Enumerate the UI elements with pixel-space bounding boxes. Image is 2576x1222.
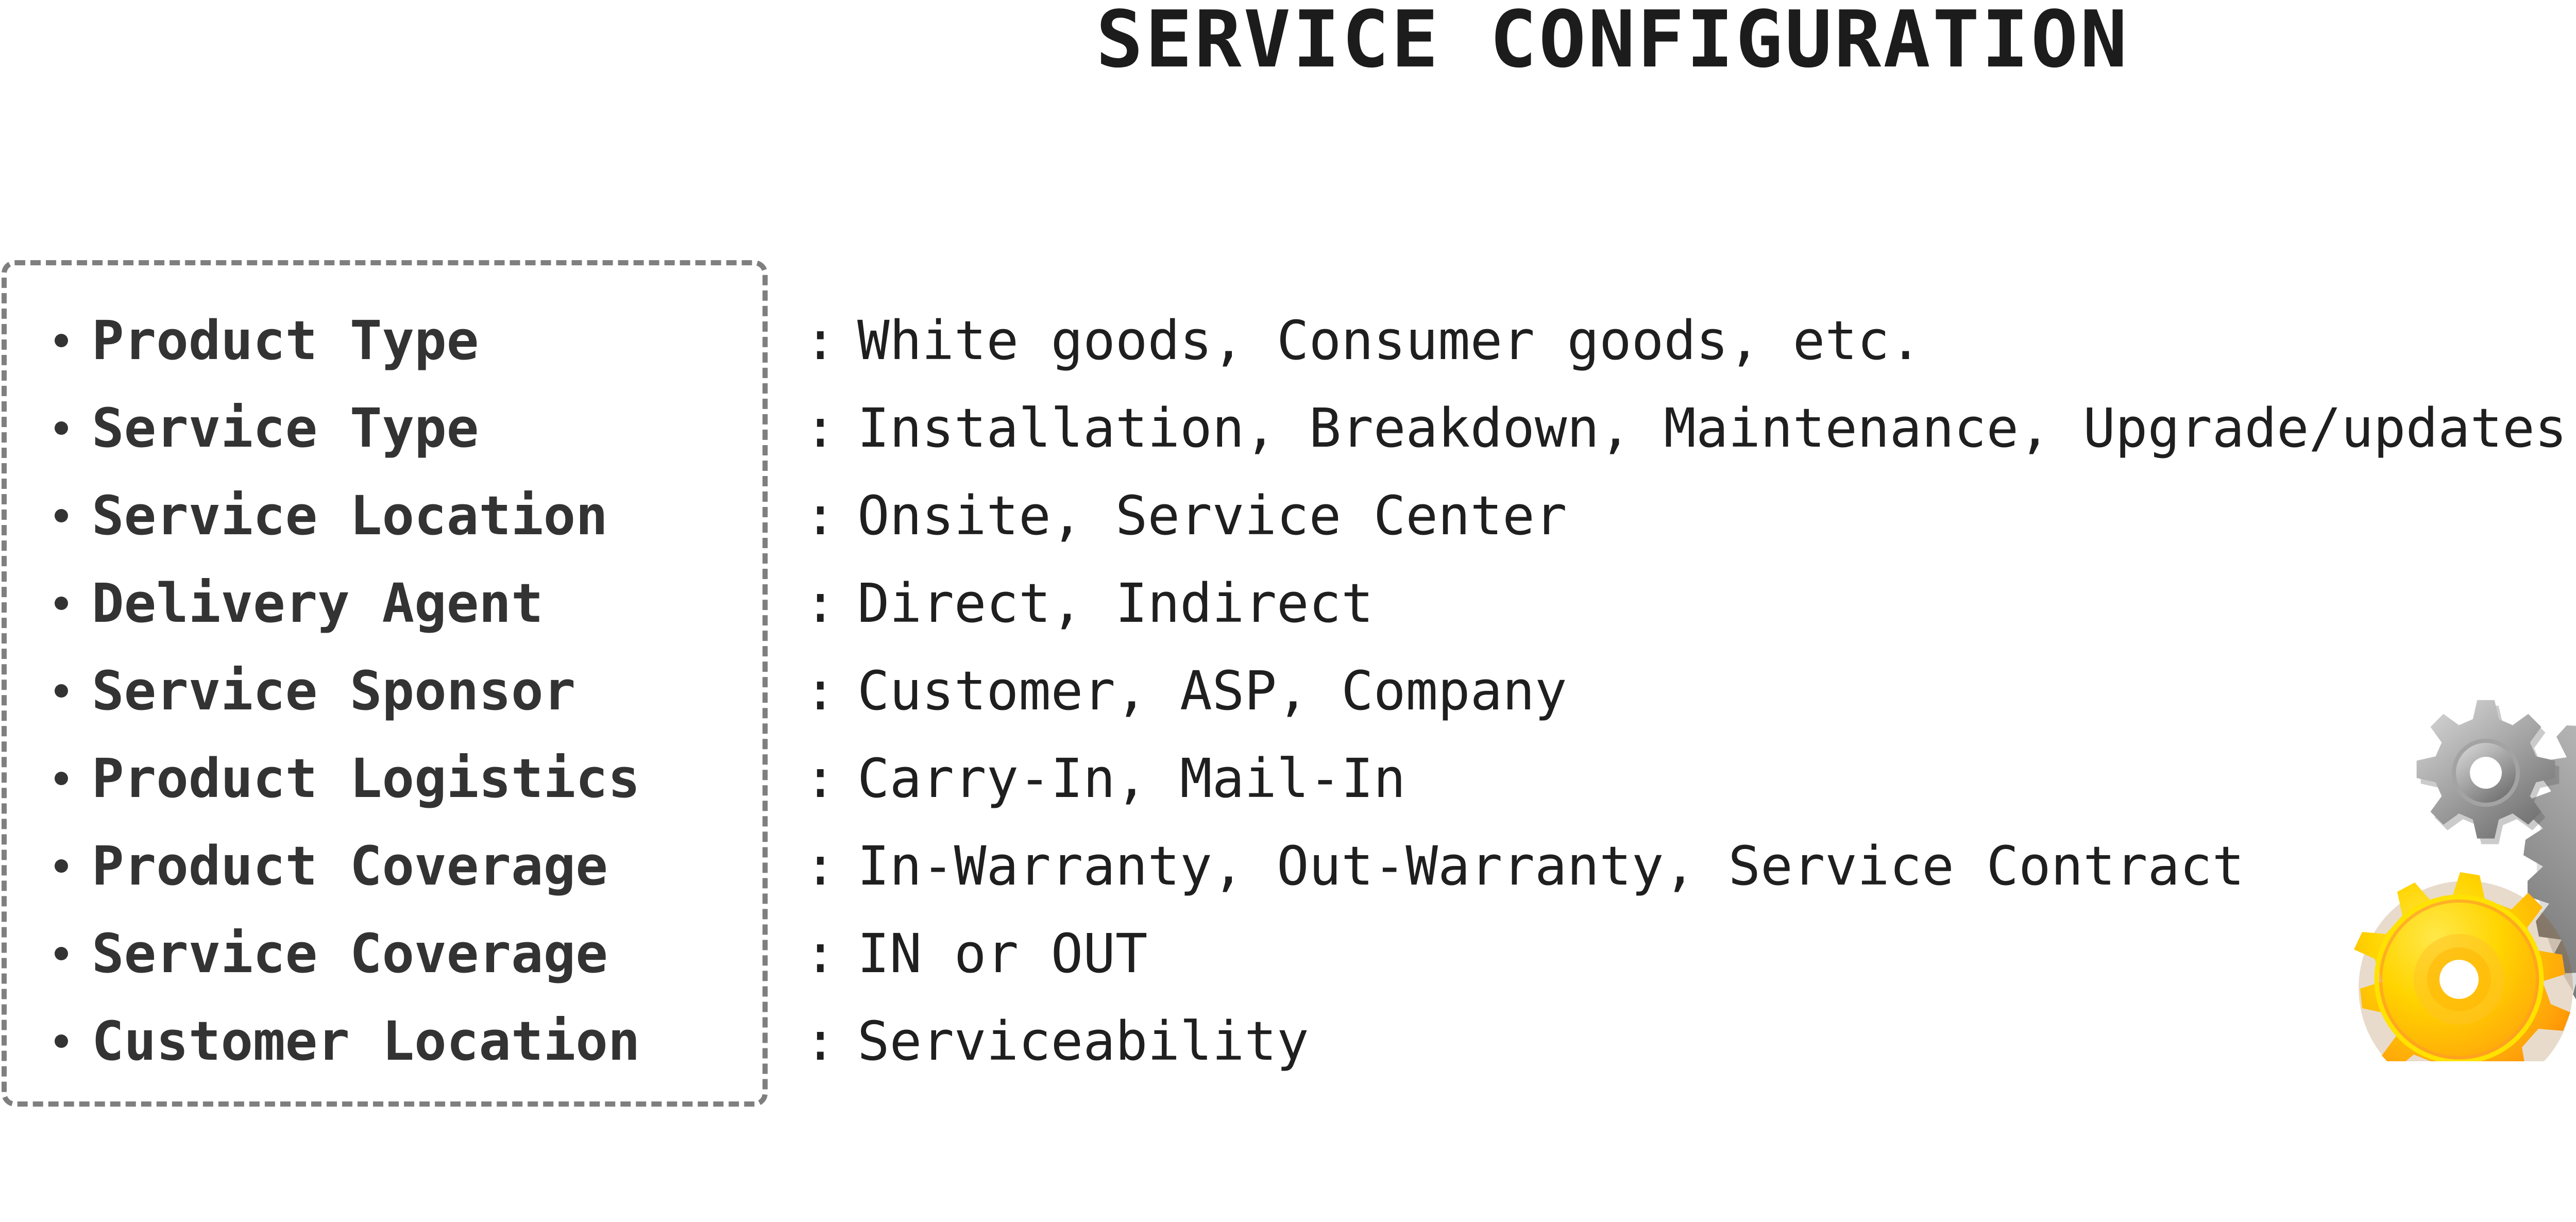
bullet-icon [55, 421, 68, 435]
bullet-icon [55, 859, 68, 873]
config-value: In-Warranty, Out-Warranty, Service Contr… [857, 835, 2245, 897]
config-separator: : [804, 922, 837, 985]
config-value: Customer, ASP, Company [857, 659, 1567, 722]
config-label: Delivery Agent [92, 572, 544, 635]
config-label: Service Location [92, 484, 608, 547]
list-item: Product Type : White goods, Consumer goo… [0, 307, 2576, 395]
config-value: Onsite, Service Center [857, 484, 1567, 547]
config-label: Product Type [92, 309, 479, 372]
bullet-icon [55, 334, 68, 347]
list-item: Service Location : Onsite, Service Cente… [0, 482, 2576, 570]
config-value: Carry-In, Mail-In [857, 747, 1406, 810]
config-value: Serviceability [857, 1010, 1309, 1073]
bullet-icon [55, 772, 68, 785]
config-label: Service Type [92, 397, 479, 460]
config-label: Service Coverage [92, 922, 608, 985]
bullet-icon [55, 597, 68, 610]
config-label: Product Coverage [92, 835, 608, 897]
config-value: IN or OUT [857, 922, 1148, 985]
config-value: White goods, Consumer goods, etc. [857, 309, 1922, 372]
gear-small-gray-left [2416, 700, 2560, 844]
config-separator: : [804, 397, 837, 460]
list-item: Customer Location : Serviceability [0, 1008, 2576, 1095]
bullet-icon [55, 1034, 68, 1048]
config-separator: : [804, 484, 837, 547]
config-label-group-box [2, 260, 768, 1107]
config-value: Direct, Indirect [857, 572, 1374, 635]
gear-yellow-bottom-left [2354, 872, 2573, 1061]
config-label: Service Sponsor [92, 659, 576, 722]
config-separator: : [804, 572, 837, 635]
page-title: SERVICE CONFIGURATION [1096, 0, 2129, 85]
bullet-icon [55, 509, 68, 522]
list-item: Product Coverage : In-Warranty, Out-Warr… [0, 833, 2576, 920]
config-separator: : [804, 1010, 837, 1073]
config-label: Customer Location [92, 1010, 640, 1073]
bullet-icon [55, 947, 68, 960]
list-item: Service Coverage : IN or OUT [0, 920, 2576, 1008]
bullet-icon [55, 684, 68, 698]
config-separator: : [804, 747, 837, 810]
list-item: Product Logistics : Carry-In, Mail-In [0, 745, 2576, 833]
config-separator: : [804, 835, 837, 897]
config-separator: : [804, 659, 837, 722]
config-list: Product Type : White goods, Consumer goo… [0, 307, 2576, 1095]
gear-gray-large-center [2523, 725, 2576, 999]
gears-illustration [2349, 340, 2576, 1061]
list-item: Service Sponsor : Customer, ASP, Company [0, 657, 2576, 745]
config-label: Product Logistics [92, 747, 640, 810]
config-separator: : [804, 309, 837, 372]
config-value: Installation, Breakdown, Maintenance, Up… [857, 397, 2576, 460]
list-item: Delivery Agent : Direct, Indirect [0, 570, 2576, 657]
list-item: Service Type : Installation, Breakdown, … [0, 395, 2576, 482]
